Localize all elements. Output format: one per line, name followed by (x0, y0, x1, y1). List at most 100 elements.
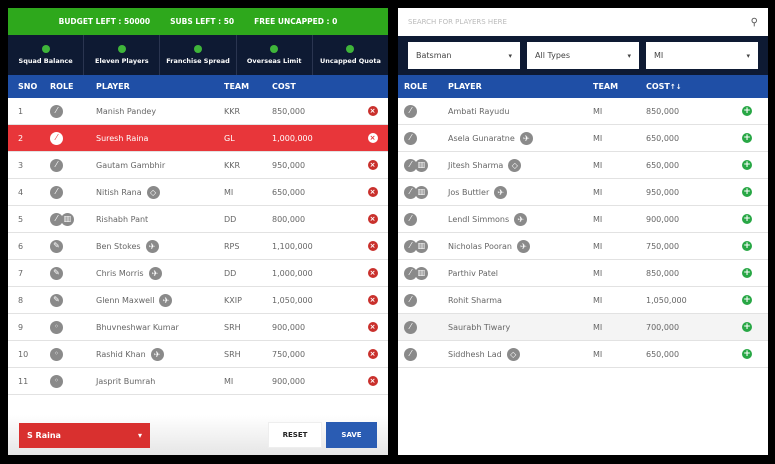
cost: 650,000 (646, 349, 680, 359)
squad-row[interactable]: 7 ✎ Chris Morris ✈ DD 1,000,000 × (8, 260, 388, 287)
squad-footer: S Raina ▾ RESET SAVE (8, 415, 388, 455)
pool-row[interactable]: ⁄ ▥ Jitesh Sharma ◇ MI 650,000 + (398, 152, 768, 179)
remove-player-icon[interactable]: × (367, 322, 378, 332)
glove-icon: ▥ (415, 239, 428, 253)
squad-row[interactable]: 10 ◦ Rashid Khan ✈ SRH 750,000 × (8, 341, 388, 368)
pool-row[interactable]: ⁄ Siddhesh Lad ◇ MI 650,000 + (398, 341, 768, 368)
cost: 850,000 (646, 268, 680, 278)
add-player-icon[interactable]: + (742, 160, 752, 170)
role: ⁄ (398, 104, 448, 118)
overseas-plane-icon: ✈ (159, 293, 173, 307)
batsman-role-icon: ⁄ (404, 104, 417, 118)
remove-player-icon[interactable]: × (367, 214, 378, 224)
squad-row[interactable]: 11 ◦ Jasprit Bumrah MI 900,000 × (8, 368, 388, 395)
role: ⁄ (46, 158, 96, 172)
add-player-icon[interactable]: + (742, 133, 752, 143)
cost: 650,000 (646, 133, 680, 143)
pool-row[interactable]: ⁄ Asela Gunaratne ✈ MI 650,000 + (398, 125, 768, 152)
role: ⁄ (46, 104, 96, 118)
squad-row[interactable]: 8 ✎ Glenn Maxwell ✈ KXIP 1,050,000 × (8, 287, 388, 314)
rule-label: Uncapped Quota (319, 57, 381, 65)
pool-row[interactable]: ⁄ Saurabh Tiwary MI 700,000 + (398, 314, 768, 341)
role: ⁄ (398, 293, 448, 307)
remove-player-icon[interactable]: × (367, 268, 378, 278)
pool-row[interactable]: ⁄ Lendl Simmons ✈ MI 900,000 + (398, 206, 768, 233)
pool-row[interactable]: ⁄ ▥ Jos Buttler ✈ MI 950,000 + (398, 179, 768, 206)
add-player-icon[interactable]: + (742, 349, 752, 359)
add-player-icon[interactable]: + (742, 187, 752, 197)
remove-player-icon[interactable]: × (367, 106, 378, 116)
budget-bar: BUDGET LEFT : 50000 SUBS LEFT : 50 FREE … (8, 8, 388, 35)
type-filter-select[interactable]: All Types ▾ (527, 42, 639, 69)
remove-player-icon[interactable]: × (367, 376, 378, 386)
squad-row[interactable]: 5 ⁄ ▥ Rishabh Pant DD 800,000 × (8, 206, 388, 233)
add-player-icon[interactable]: + (742, 268, 752, 278)
remove-player-icon[interactable]: × (367, 160, 378, 170)
role-filter-select[interactable]: Batsman ▾ (408, 42, 520, 69)
dropdown-caret-icon: ▾ (746, 51, 750, 60)
player-name: Jos Buttler (448, 187, 490, 197)
team: DD (224, 268, 237, 278)
squad-row[interactable]: 3 ⁄ Gautam Gambhir KKR 950,000 × (8, 152, 388, 179)
rules-status-bar: Squad Balance Eleven Players Franchise Spr… (8, 35, 388, 75)
team: MI (593, 187, 603, 197)
team-filter-select[interactable]: MI ▾ (646, 42, 758, 69)
player-cell: Ambati Rayudu (448, 107, 593, 116)
bowler-role-icon: ◦ (50, 374, 63, 388)
cost: 1,050,000 (272, 295, 313, 305)
add-player-icon[interactable]: + (742, 295, 752, 305)
overseas-plane-icon: ✈ (145, 239, 159, 253)
glove-icon: ▥ (61, 212, 74, 226)
pool-row[interactable]: ⁄ Ambati Rayudu MI 850,000 + (398, 98, 768, 125)
save-button[interactable]: SAVE (326, 422, 377, 448)
player-name: Ben Stokes (96, 241, 141, 251)
add-player-icon[interactable]: + (742, 322, 752, 332)
remove-player-icon[interactable]: × (367, 187, 378, 197)
pool-row[interactable]: ⁄ Rohit Sharma MI 1,050,000 + (398, 287, 768, 314)
cost: 900,000 (272, 376, 306, 386)
captain-select[interactable]: S Raina ▾ (19, 422, 150, 448)
cost-label: COST (646, 82, 670, 91)
add-player-icon[interactable]: + (742, 241, 752, 251)
sno: 8 (18, 295, 24, 305)
player-cell: Jasprit Bumrah (96, 377, 224, 386)
cost: 650,000 (272, 187, 306, 197)
reset-button[interactable]: RESET (268, 422, 322, 448)
batsman-role-icon: ⁄ (404, 131, 417, 145)
sno: 10 (18, 349, 29, 359)
batsman-role-icon: ⁄ (404, 158, 417, 172)
squad-row[interactable]: 2 ⁄ Suresh Raina GL 1,000,000 × (8, 125, 388, 152)
overseas-plane-icon: ✈ (519, 131, 533, 145)
batsman-role-icon: ⁄ (404, 212, 417, 226)
status-ok-icon (41, 45, 50, 53)
pool-row[interactable]: ⁄ ▥ Parthiv Patel MI 850,000 + (398, 260, 768, 287)
header-cost: COST (272, 82, 296, 91)
add-player-icon[interactable]: + (742, 106, 752, 116)
search-icon[interactable]: ⚲ (750, 16, 758, 28)
squad-row[interactable]: 1 ⁄ Manish Pandey KKR 850,000 × (8, 98, 388, 125)
team: MI (593, 268, 603, 278)
header-cost-sort[interactable]: COST↑↓ (646, 82, 726, 91)
cost: 1,050,000 (646, 295, 687, 305)
squad-row[interactable]: 4 ⁄ Nitish Rana ◇ MI 650,000 × (8, 179, 388, 206)
uncapped-icon: ◇ (508, 158, 522, 172)
player-cell: Saurabh Tiwary (448, 323, 593, 332)
sno: 4 (18, 187, 24, 197)
batsman-role-icon: ⁄ (404, 347, 417, 361)
remove-player-icon[interactable]: × (367, 241, 378, 251)
cost: 950,000 (646, 187, 680, 197)
bowler-role-icon: ◦ (50, 320, 63, 334)
remove-player-icon[interactable]: × (367, 349, 378, 359)
team: MI (593, 241, 603, 251)
squad-row[interactable]: 9 ◦ Bhuvneshwar Kumar SRH 900,000 × (8, 314, 388, 341)
remove-player-icon[interactable]: × (367, 133, 378, 143)
player-cell: Chris Morris ✈ (96, 266, 224, 280)
team: KXIP (224, 295, 242, 305)
search-input[interactable]: SEARCH FOR PLAYERS HERE ⚲ (398, 8, 768, 36)
player-cell: Bhuvneshwar Kumar (96, 323, 224, 332)
squad-row[interactable]: 6 ✎ Ben Stokes ✈ RPS 1,100,000 × (8, 233, 388, 260)
remove-player-icon[interactable]: × (367, 295, 378, 305)
pool-row[interactable]: ⁄ ▥ Nicholas Pooran ✈ MI 750,000 + (398, 233, 768, 260)
add-player-icon[interactable]: + (742, 214, 752, 224)
batsman-role-icon: ⁄ (404, 185, 417, 199)
